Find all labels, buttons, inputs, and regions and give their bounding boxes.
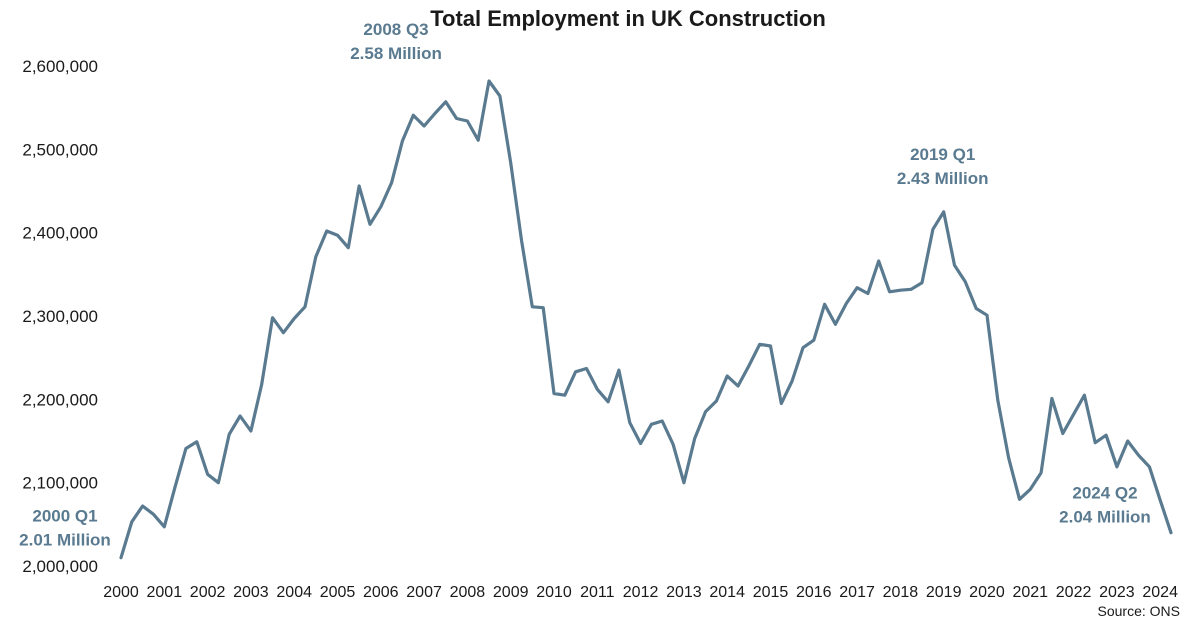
x-tick-label: 2005 xyxy=(320,584,356,601)
x-tick-label: 2024 xyxy=(1142,584,1178,601)
annotation-period-label: 2024 Q2 xyxy=(1072,484,1137,503)
annotation-period-label: 2000 Q1 xyxy=(32,507,97,526)
x-axis: 2000 2001 2002 2003 2004 2005 2006 2007 2008 2009… xyxy=(103,584,1178,601)
annotation-period-label: 2008 Q3 xyxy=(363,20,428,39)
x-tick-label: 2008 xyxy=(450,584,486,601)
x-tick-label: 2022 xyxy=(1056,584,1092,601)
x-tick-label: 2013 xyxy=(666,584,702,601)
x-tick-label: 2010 xyxy=(536,584,572,601)
annotation-value-label: 2.04 Million xyxy=(1059,508,1151,527)
x-tick-label: 2007 xyxy=(406,584,442,601)
annotation-period-label: 2019 Q1 xyxy=(910,145,975,164)
y-tick-label: 2,300,000 xyxy=(22,307,98,326)
x-tick-label: 2020 xyxy=(969,584,1005,601)
x-tick-label: 2003 xyxy=(233,584,269,601)
x-tick-label: 2001 xyxy=(147,584,183,601)
x-tick-label: 2015 xyxy=(753,584,789,601)
x-tick-label: 2012 xyxy=(623,584,659,601)
x-tick-label: 2009 xyxy=(493,584,529,601)
x-tick-label: 2014 xyxy=(709,584,745,601)
y-tick-label: 2,500,000 xyxy=(22,140,98,159)
x-tick-label: 2004 xyxy=(276,584,312,601)
x-tick-label: 2019 xyxy=(926,584,962,601)
x-tick-label: 2016 xyxy=(796,584,832,601)
annotation-value-label: 2.01 Million xyxy=(19,531,111,550)
x-tick-label: 2006 xyxy=(363,584,399,601)
y-tick-label: 2,200,000 xyxy=(22,390,98,409)
y-axis: 2,000,000 2,100,000 2,200,000 2,300,000 2,40… xyxy=(22,57,98,576)
y-tick-label: 2,400,000 xyxy=(22,224,98,243)
x-tick-label: 2011 xyxy=(580,584,615,601)
x-tick-label: 2018 xyxy=(883,584,919,601)
x-tick-label: 2017 xyxy=(839,584,875,601)
y-tick-label: 2,000,000 xyxy=(22,557,98,576)
annotation-value-label: 2.58 Million xyxy=(350,44,442,63)
y-tick-label: 2,100,000 xyxy=(22,474,98,493)
x-tick-label: 2000 xyxy=(103,584,139,601)
annotations: 2000 Q1 2.01 Million 2008 Q3 2.58 Million 20… xyxy=(19,20,1151,550)
source-note: Source: ONS xyxy=(1098,603,1180,619)
x-tick-label: 2002 xyxy=(190,584,226,601)
chart-title: Total Employment in UK Construction xyxy=(430,6,826,31)
annotation-value-label: 2.43 Million xyxy=(897,169,989,188)
x-tick-label: 2023 xyxy=(1099,584,1135,601)
x-tick-label: 2021 xyxy=(1012,584,1048,601)
series-line-total-employment xyxy=(119,79,1173,560)
y-tick-label: 2,600,000 xyxy=(22,57,98,76)
